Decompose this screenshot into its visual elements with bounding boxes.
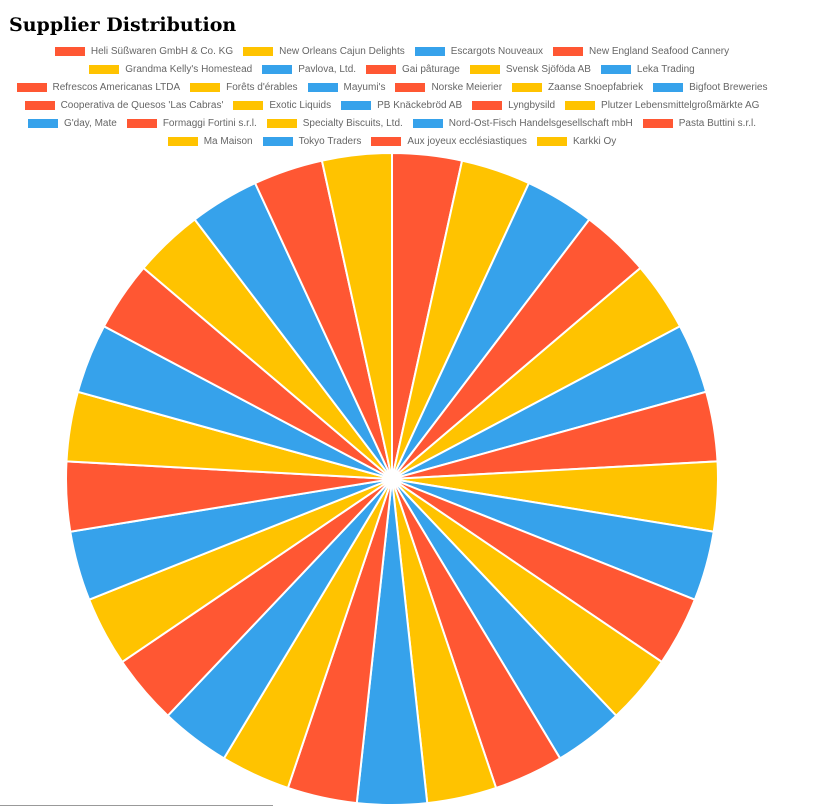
legend-item[interactable]: Gai pâturage — [366, 64, 460, 75]
legend-swatch — [600, 64, 631, 74]
legend-row: Heli Süßwaren GmbH & Co. KG New Orleans … — [0, 42, 784, 60]
legend-item[interactable]: Pavlova, Ltd. — [262, 64, 356, 75]
legend-item[interactable]: Tokyo Traders — [262, 135, 362, 147]
legend-item[interactable]: Ma Maison — [167, 135, 253, 147]
legend-swatch — [472, 100, 503, 110]
legend-item[interactable]: New England Seafood Cannery — [553, 46, 729, 57]
legend-swatch — [27, 118, 58, 128]
legend-item[interactable]: Mayumi's — [307, 81, 386, 93]
legend-item[interactable]: Grandma Kelly's Homestead — [89, 64, 252, 75]
legend-label: Pavlova, Ltd. — [298, 63, 357, 75]
legend-item[interactable]: G'day, Mate — [27, 117, 117, 129]
legend-item[interactable]: Norske Meierier — [395, 82, 502, 93]
legend-label: G'day, Mate — [63, 117, 117, 129]
legend-swatch — [126, 118, 157, 128]
legend-label: PB Knäckebröd AB — [377, 99, 463, 111]
legend-item[interactable]: PB Knäckebröd AB — [341, 100, 462, 111]
legend-swatch — [536, 136, 567, 146]
legend-row: Ma Maison Tokyo Traders Aux joyeux ecclé… — [0, 132, 784, 150]
legend-item[interactable]: Refrescos Americanas LTDA — [16, 81, 181, 93]
legend-label: Mayumi's — [343, 81, 386, 93]
legend-item[interactable]: Pasta Buttini s.r.l. — [642, 117, 757, 129]
legend-item[interactable]: Aux joyeux ecclésiastiques — [371, 136, 527, 147]
chart-title: Supplier Distribution — [9, 14, 237, 36]
legend-item[interactable]: Escargots Nouveaux — [414, 45, 544, 57]
legend-label: Forêts d'érables — [226, 81, 298, 93]
legend-row: Grandma Kelly's Homestead Pavlova, Ltd. … — [0, 60, 784, 78]
legend-swatch — [341, 100, 372, 110]
legend-item[interactable]: Zaanse Snoepfabriek — [512, 82, 643, 93]
legend-swatch — [266, 118, 297, 128]
legend-item[interactable]: New Orleans Cajun Delights — [243, 46, 405, 57]
legend-label: Refrescos Americanas LTDA — [52, 81, 181, 93]
legend-swatch — [233, 100, 264, 110]
legend-swatch — [642, 118, 673, 128]
legend-swatch — [512, 82, 543, 92]
legend-swatch — [653, 82, 684, 92]
legend-label: Norske Meierier — [431, 81, 503, 93]
legend-label: Formaggi Fortini s.r.l. — [162, 117, 257, 129]
legend-item[interactable]: Lyngbysild — [472, 100, 555, 111]
legend-swatch — [243, 46, 274, 56]
legend-label: New Orleans Cajun Delights — [279, 45, 405, 57]
legend-item[interactable]: Plutzer Lebensmittelgroßmärkte AG — [565, 100, 759, 111]
legend-label: Specialty Biscuits, Ltd. — [302, 117, 403, 129]
legend-swatch — [89, 64, 120, 74]
legend-row: G'day, Mate Formaggi Fortini s.r.l. Spec… — [0, 114, 784, 132]
legend-label: Exotic Liquids — [269, 99, 332, 111]
legend-swatch — [553, 46, 584, 56]
legend-item[interactable]: Svensk Sjöföda AB — [469, 63, 591, 75]
legend-swatch — [262, 136, 293, 146]
legend-item[interactable]: Heli Süßwaren GmbH & Co. KG — [54, 45, 234, 57]
legend-row: Refrescos Americanas LTDA Forêts d'érabl… — [0, 78, 784, 96]
legend-swatch — [167, 136, 198, 146]
legend-swatch — [24, 100, 55, 110]
legend-swatch — [307, 82, 338, 92]
legend-row: Cooperativa de Quesos 'Las Cabras' Exoti… — [0, 96, 784, 114]
legend-item[interactable]: Cooperativa de Quesos 'Las Cabras' — [24, 99, 224, 111]
legend-swatch — [565, 100, 596, 110]
legend-item[interactable]: Formaggi Fortini s.r.l. — [126, 117, 257, 129]
legend-swatch — [262, 64, 293, 74]
legend-label: Plutzer Lebensmittelgroßmärkte AG — [601, 99, 760, 111]
legend-label: Cooperativa de Quesos 'Las Cabras' — [60, 99, 224, 111]
legend-label: Heli Süßwaren GmbH & Co. KG — [90, 45, 234, 57]
legend-item[interactable]: Karkki Oy — [536, 135, 617, 147]
legend-label: New England Seafood Cannery — [589, 45, 730, 57]
legend-label: Karkki Oy — [572, 135, 617, 147]
pie-slice[interactable] — [320, 151, 393, 480]
legend-label: Pasta Buttini s.r.l. — [678, 117, 757, 129]
legend-label: Escargots Nouveaux — [450, 45, 544, 57]
legend-label: Aux joyeux ecclésiastiques — [407, 135, 527, 147]
legend-item[interactable]: Forêts d'érables — [190, 81, 298, 93]
divider — [0, 805, 273, 806]
legend-item[interactable]: Leka Trading — [600, 63, 695, 75]
legend-swatch — [366, 64, 397, 74]
legend-swatch — [469, 64, 500, 74]
legend-swatch — [190, 82, 221, 92]
legend-swatch — [414, 46, 445, 56]
legend-swatch — [395, 82, 426, 92]
legend-label: Zaanse Snoepfabriek — [548, 81, 644, 93]
legend-label: Bigfoot Breweries — [689, 81, 768, 93]
legend-swatch — [371, 136, 402, 146]
legend-swatch — [412, 118, 443, 128]
legend-label: Grandma Kelly's Homestead — [125, 63, 253, 75]
legend-label: Gai pâturage — [402, 63, 460, 75]
legend-item[interactable]: Specialty Biscuits, Ltd. — [266, 117, 403, 129]
chart-legend: Heli Süßwaren GmbH & Co. KG New Orleans … — [0, 42, 784, 150]
legend-item[interactable]: Exotic Liquids — [233, 100, 331, 111]
legend-label: Lyngbysild — [508, 99, 556, 111]
legend-item[interactable]: Nord-Ost-Fisch Handelsgesellschaft mbH — [412, 117, 633, 129]
legend-label: Nord-Ost-Fisch Handelsgesellschaft mbH — [448, 117, 633, 129]
legend-item[interactable]: Bigfoot Breweries — [653, 82, 767, 93]
legend-label: Leka Trading — [636, 63, 695, 75]
legend-swatch — [16, 82, 47, 92]
legend-label: Svensk Sjöföda AB — [505, 63, 591, 75]
legend-label: Tokyo Traders — [298, 135, 362, 147]
legend-swatch — [54, 46, 85, 56]
legend-label: Ma Maison — [203, 135, 253, 147]
